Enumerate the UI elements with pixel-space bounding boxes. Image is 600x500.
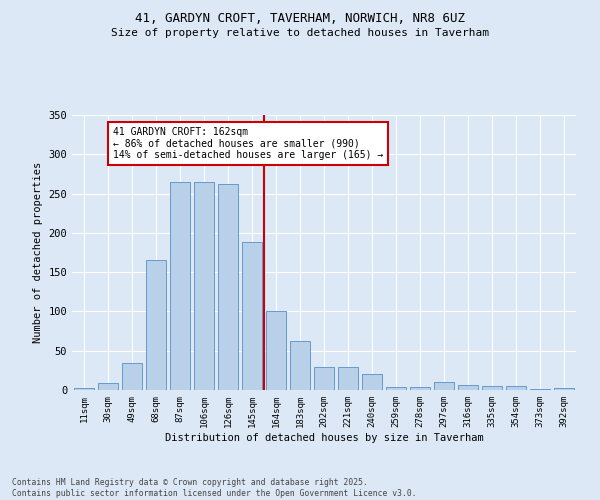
- X-axis label: Distribution of detached houses by size in Taverham: Distribution of detached houses by size …: [164, 432, 484, 442]
- Bar: [122, 362, 142, 390]
- Bar: [530, 389, 550, 390]
- Bar: [458, 384, 478, 390]
- Bar: [242, 242, 262, 390]
- Text: Contains HM Land Registry data © Crown copyright and database right 2025.
Contai: Contains HM Land Registry data © Crown c…: [12, 478, 416, 498]
- Bar: [290, 342, 310, 390]
- Bar: [362, 374, 382, 390]
- Bar: [218, 184, 238, 390]
- Bar: [194, 182, 214, 390]
- Text: 41 GARDYN CROFT: 162sqm
← 86% of detached houses are smaller (990)
14% of semi-d: 41 GARDYN CROFT: 162sqm ← 86% of detache…: [113, 127, 383, 160]
- Bar: [74, 388, 94, 390]
- Bar: [314, 367, 334, 390]
- Bar: [386, 387, 406, 390]
- Bar: [170, 182, 190, 390]
- Bar: [146, 260, 166, 390]
- Text: 41, GARDYN CROFT, TAVERHAM, NORWICH, NR8 6UZ: 41, GARDYN CROFT, TAVERHAM, NORWICH, NR8…: [135, 12, 465, 26]
- Bar: [434, 382, 454, 390]
- Bar: [482, 386, 502, 390]
- Bar: [506, 386, 526, 390]
- Bar: [98, 383, 118, 390]
- Text: Size of property relative to detached houses in Taverham: Size of property relative to detached ho…: [111, 28, 489, 38]
- Bar: [266, 312, 286, 390]
- Bar: [410, 387, 430, 390]
- Bar: [338, 367, 358, 390]
- Y-axis label: Number of detached properties: Number of detached properties: [33, 162, 43, 343]
- Bar: [554, 388, 574, 390]
